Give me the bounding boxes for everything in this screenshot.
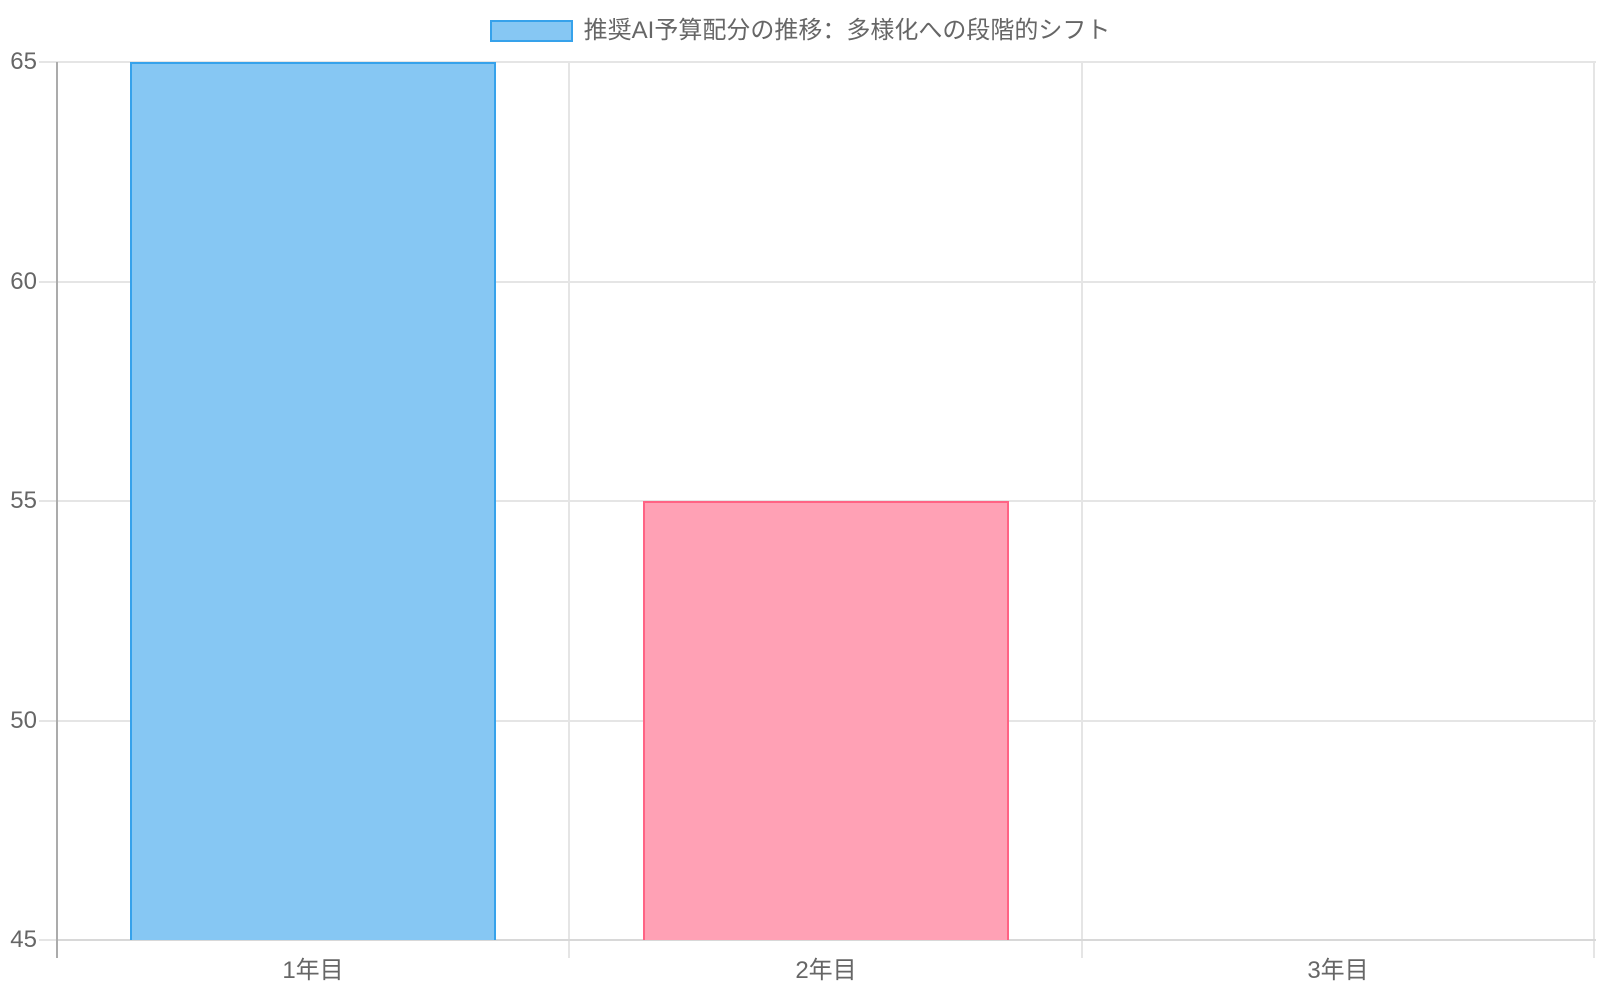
x-gridline [1081,62,1083,958]
bar-1年目[interactable] [130,62,496,940]
x-gridline [1593,62,1595,958]
y-gridline [39,61,1596,63]
y-axis-line [56,62,58,958]
x-axis-line [57,939,1596,941]
legend-color-swatch [489,20,573,42]
y-axis-tick-label: 55 [10,487,37,514]
x-axis-category-label: 2年目 [795,957,857,984]
y-axis-tick-label: 65 [10,48,37,75]
x-axis-category-label: 3年目 [1307,957,1369,984]
legend-label: 推奨AI予算配分の推移：多様化への段階的シフト [583,17,1111,44]
y-axis-tick-label: 45 [10,926,37,953]
x-gridline [568,62,570,958]
y-axis-tick-label: 60 [10,268,37,295]
x-axis-category-label: 1年目 [282,957,344,984]
y-axis-tick-label: 50 [10,707,37,734]
chart-legend[interactable]: 推奨AI予算配分の推移：多様化への段階的シフト [0,18,1600,44]
y-gridline [39,281,1596,283]
bar-2年目[interactable] [643,501,1009,940]
